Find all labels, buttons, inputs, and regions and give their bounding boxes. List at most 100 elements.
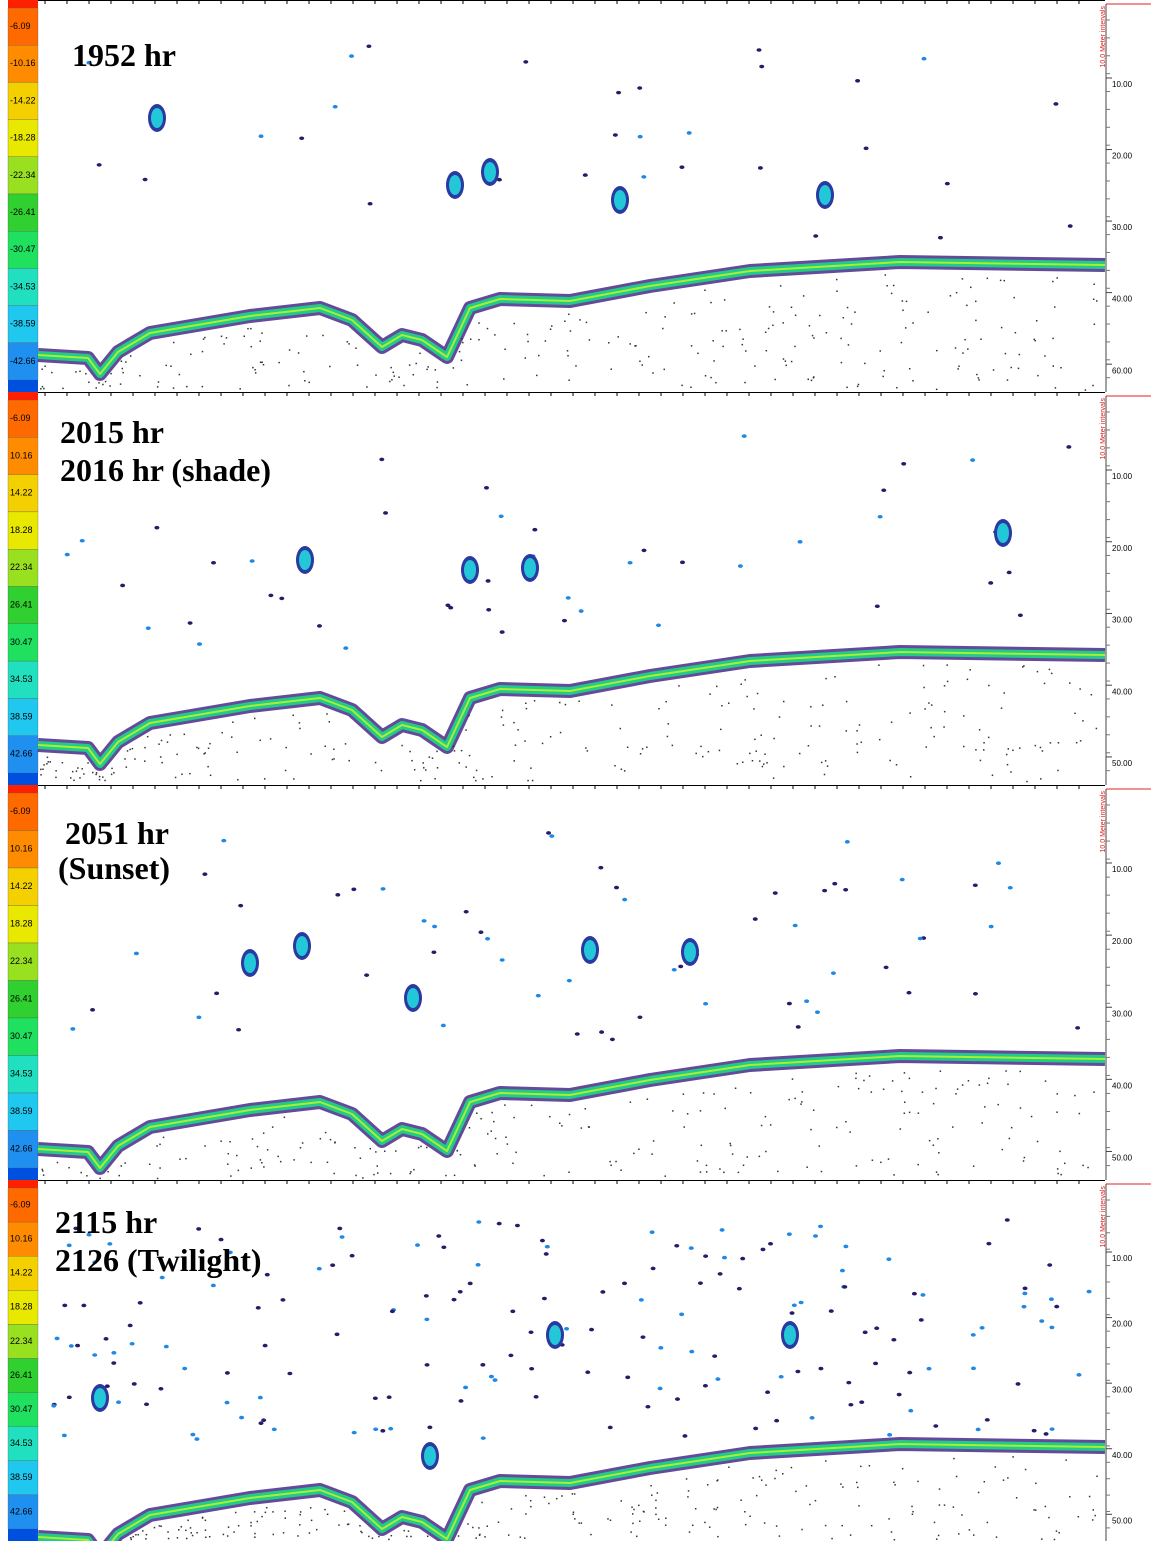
- bottom-noise: [180, 1526, 183, 1528]
- bottom-noise: [775, 1469, 777, 1472]
- depth-label: 40.00: [1112, 1451, 1133, 1460]
- fish-target: [367, 201, 373, 206]
- bottom-noise: [292, 714, 294, 717]
- bottom-noise: [772, 311, 775, 313]
- fish-target: [133, 951, 139, 956]
- bottom-noise: [181, 773, 183, 776]
- fish-target: [585, 1370, 591, 1375]
- bottom-noise: [809, 1503, 811, 1506]
- bottom-noise: [333, 1172, 335, 1175]
- bottom-noise: [892, 284, 895, 287]
- fish-target: [224, 1400, 230, 1405]
- bottom-noise: [764, 753, 766, 755]
- bottom-noise: [1096, 1475, 1098, 1478]
- bottom-noise: [648, 355, 650, 358]
- scale-label: 18.28: [10, 525, 33, 535]
- fish-target: [908, 1408, 914, 1413]
- bottom-noise: [178, 1529, 180, 1531]
- fish-target: [911, 1291, 917, 1296]
- fish-target: [795, 1025, 801, 1029]
- bottom-noise: [1092, 384, 1094, 387]
- bottom-noise: [802, 295, 805, 297]
- bottom-noise: [207, 747, 210, 750]
- fish-target: [154, 525, 160, 530]
- fish-target: [51, 1404, 57, 1408]
- bottom-noise: [328, 721, 331, 723]
- bottom-noise: [721, 330, 723, 332]
- scale-segment: [7, 1494, 39, 1530]
- bottom-noise: [1093, 1091, 1095, 1093]
- bottom-noise: [769, 1124, 772, 1126]
- bottom-noise: [125, 766, 128, 768]
- fish-target: [499, 958, 505, 962]
- bottom-noise: [391, 379, 393, 381]
- bottom-noise: [716, 1506, 719, 1509]
- bottom-noise: [132, 1535, 134, 1538]
- bottom-noise: [607, 1518, 609, 1520]
- bottom-noise: [513, 322, 515, 325]
- bottom-noise: [935, 1087, 937, 1090]
- bottom-noise: [549, 1115, 551, 1118]
- bottom-noise: [465, 729, 467, 731]
- scale-label: 38.59: [10, 1472, 33, 1482]
- bottom-noise: [860, 1465, 862, 1468]
- bottom-noise: [908, 1111, 911, 1114]
- bottom-noise: [410, 1535, 412, 1538]
- bottom-noise: [938, 1488, 941, 1490]
- scale-label: -14.22: [10, 95, 36, 105]
- bottom-noise: [261, 1515, 263, 1518]
- bottom-noise: [139, 374, 141, 377]
- bottom-noise: [515, 1151, 517, 1154]
- fish-target: [70, 1027, 76, 1031]
- bottom-noise: [191, 1534, 194, 1537]
- bottom-noise: [362, 1177, 364, 1179]
- scale-segment: [7, 1092, 39, 1131]
- fish-target: [227, 1250, 233, 1255]
- fish-target: [813, 234, 819, 238]
- bottom-noise: [250, 1167, 253, 1169]
- bottom-noise: [890, 721, 893, 723]
- bottom-noise: [407, 1530, 410, 1532]
- bottom-noise: [411, 759, 413, 762]
- scale-segment: [7, 45, 39, 83]
- bottom-noise: [702, 755, 704, 758]
- bottom-noise: [930, 726, 932, 729]
- bottom-noise: [651, 1494, 653, 1496]
- fish-target: [299, 136, 305, 141]
- bottom-noise: [43, 387, 45, 390]
- fish-target: [637, 134, 643, 139]
- bottom-noise: [71, 770, 74, 773]
- bottom-noise: [1082, 720, 1084, 722]
- fish-target: [896, 1392, 902, 1397]
- bottom-noise: [209, 742, 211, 745]
- bottom-noise: [1050, 672, 1053, 675]
- bottom-noise: [609, 1519, 612, 1522]
- bottom-noise: [250, 345, 253, 348]
- panel-title: (Sunset): [58, 850, 170, 886]
- bottom-noise: [889, 759, 891, 762]
- bottom-noise: [531, 779, 534, 782]
- scale-segment: [7, 7, 39, 46]
- bottom-noise: [909, 775, 912, 778]
- bottom-noise: [91, 771, 94, 774]
- bottom-noise: [894, 1484, 896, 1486]
- bottom-noise: [801, 1528, 803, 1531]
- bottom-noise: [504, 1104, 506, 1106]
- bottom-noise: [568, 379, 570, 381]
- bottom-noise: [204, 1529, 207, 1531]
- bottom-noise: [810, 379, 813, 382]
- bottom-noise: [849, 1534, 852, 1536]
- bottom-noise: [475, 1537, 477, 1539]
- bottom-noise: [634, 345, 636, 347]
- bottom-noise: [740, 683, 742, 686]
- bottom-noise: [806, 1166, 808, 1168]
- bottom-noise: [378, 1535, 380, 1538]
- bottom-noise: [683, 1126, 685, 1128]
- bottom-noise: [227, 1163, 229, 1165]
- bottom-noise: [911, 1505, 913, 1508]
- bottom-noise: [713, 1508, 715, 1510]
- bottom-noise: [1034, 1509, 1037, 1511]
- fish-target: [614, 885, 620, 890]
- bottom-noise: [190, 1532, 193, 1534]
- bottom-noise: [917, 1112, 920, 1114]
